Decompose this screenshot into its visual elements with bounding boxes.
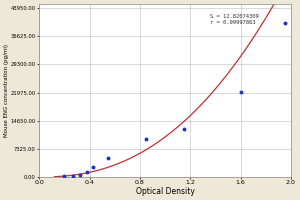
Point: [144, 137, 148, 140]
Point: [77, 173, 82, 176]
Point: [71, 174, 76, 177]
Y-axis label: Mouse ENG concentration (pg/ml): Mouse ENG concentration (pg/ml): [4, 44, 9, 137]
X-axis label: Optical Density: Optical Density: [136, 187, 194, 196]
Point: [238, 91, 243, 94]
Point: [106, 156, 111, 159]
Point: [85, 171, 89, 174]
Point: [91, 166, 96, 169]
Point: [282, 22, 287, 25]
Point: [62, 175, 67, 178]
Point: [182, 127, 186, 131]
Text: S = 12.82074309
r = 0.99997863: S = 12.82074309 r = 0.99997863: [210, 14, 259, 25]
